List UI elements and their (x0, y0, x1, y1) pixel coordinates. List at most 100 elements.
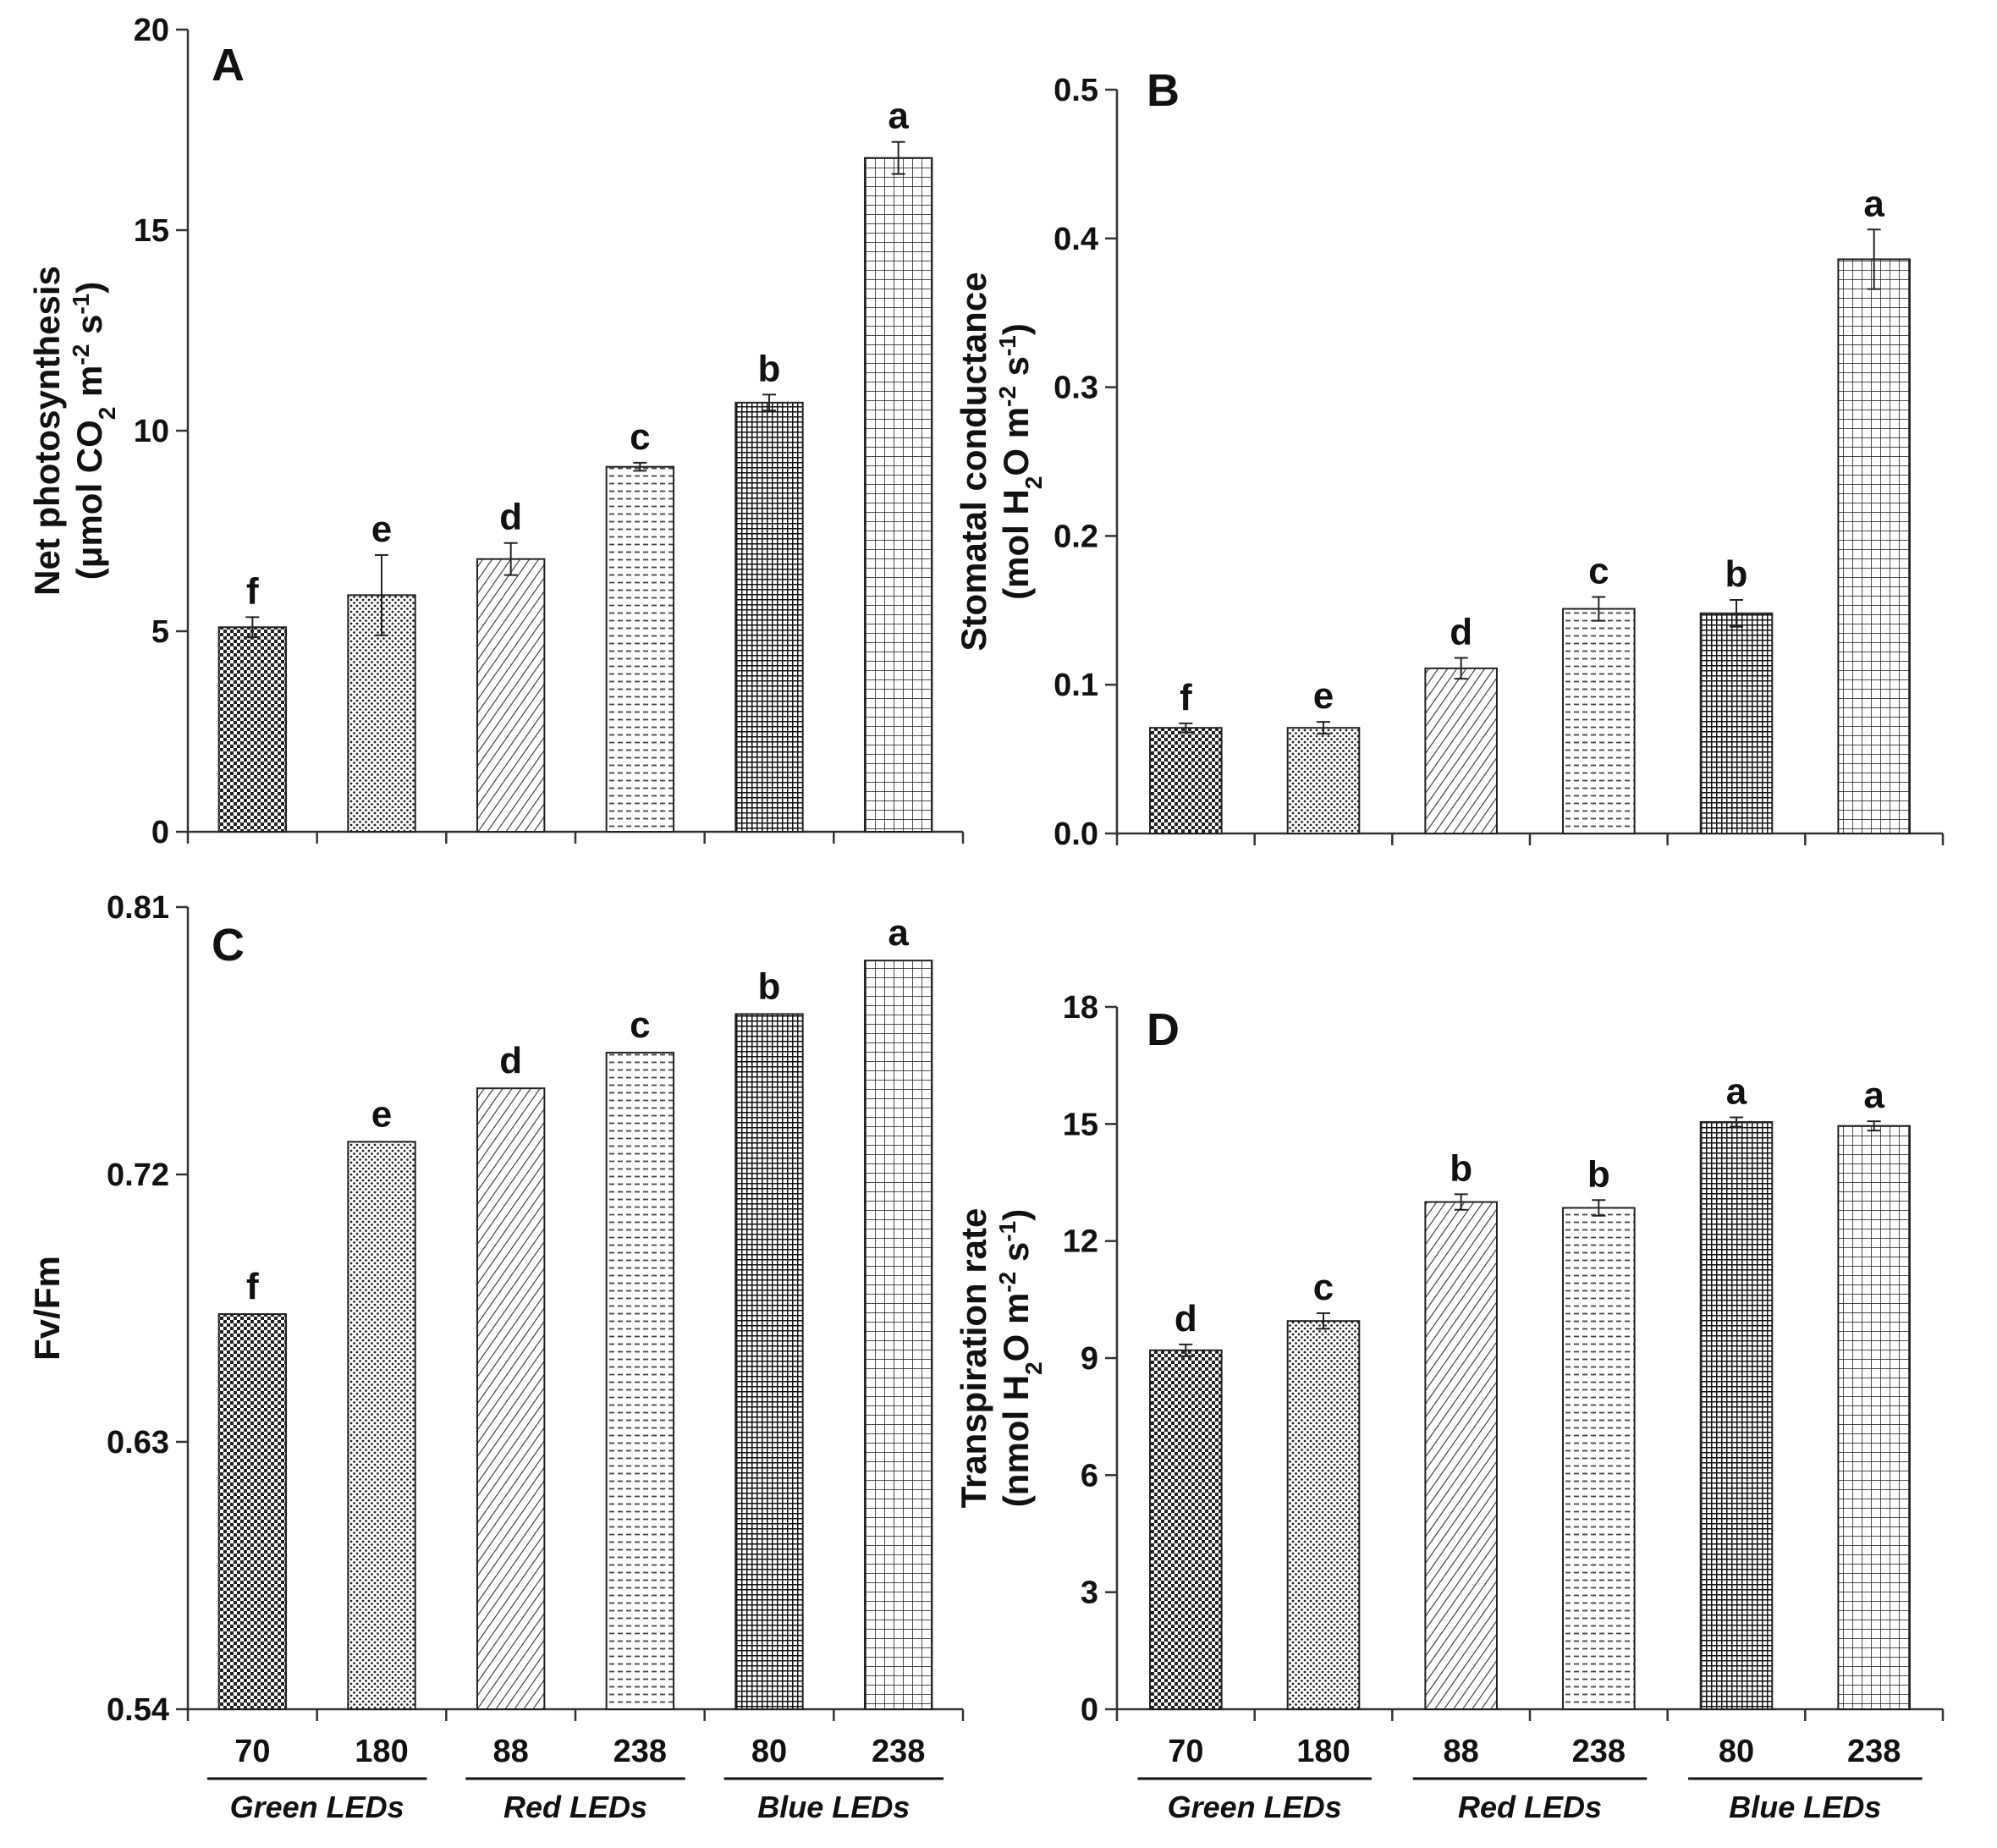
bar (1562, 1207, 1636, 1710)
y-tick-label: 0.63 (107, 1425, 169, 1460)
bar (1424, 1201, 1498, 1710)
bar (1562, 608, 1636, 834)
bar (1286, 727, 1361, 835)
significance-letter: d (1450, 612, 1472, 653)
group-label: Blue LEDs (757, 1790, 910, 1824)
x-tick-label: 238 (1572, 1734, 1626, 1769)
significance-letter: a (1726, 1070, 1747, 1112)
x-tick-label: 238 (613, 1734, 667, 1769)
x-tick-label: 238 (1847, 1734, 1901, 1769)
bar (605, 465, 675, 833)
y-tick-label: 3 (1081, 1576, 1098, 1611)
y-axis-label: Fv/Fm (27, 1256, 67, 1361)
y-tick-label: 0.0 (1054, 817, 1098, 852)
bar (476, 1087, 546, 1710)
x-tick-label: 80 (751, 1734, 787, 1769)
y-axis-label: Net photosynthesis(μmol CO2 m-2 s-1) (27, 266, 120, 596)
bar (863, 157, 933, 833)
x-tick-label: 88 (493, 1734, 529, 1769)
bar (347, 1141, 416, 1710)
significance-letter: c (1313, 1267, 1334, 1308)
y-tick-label: 20 (134, 13, 169, 48)
bar (217, 626, 288, 833)
y-tick-label: 18 (1063, 990, 1098, 1026)
significance-letter: d (499, 1040, 522, 1081)
significance-letter: b (758, 965, 781, 1007)
y-tick-label: 5 (151, 614, 169, 650)
bar (1424, 667, 1498, 834)
significance-letter: a (1863, 183, 1884, 224)
y-tick-label: 12 (1063, 1224, 1098, 1260)
significance-letter: e (1313, 675, 1334, 717)
significance-letter: d (1175, 1298, 1197, 1339)
significance-letter: f (246, 1266, 259, 1307)
significance-letter: b (1725, 553, 1748, 595)
significance-letter: e (371, 509, 392, 550)
y-tick-label: 10 (134, 414, 169, 449)
panel-c: 0.54 0.63 0.72 0.81 f 70 e 180 d 88 c 238 b 80 a 238 Gre… (27, 890, 965, 1824)
y-axis-label: Stomatal conductance(mol H2O m-2 s-1) (954, 272, 1047, 651)
bar (1149, 727, 1223, 835)
group-label: Red LEDs (1458, 1790, 1602, 1824)
bar (1837, 1125, 1911, 1710)
x-tick-label: 180 (1296, 1734, 1350, 1769)
x-tick-label: 238 (872, 1734, 925, 1769)
panel-d: 0 3 6 9 12 15 18 d 70 c 180 b 88 b 238 a 80 a 238 Green LED… (954, 990, 1945, 1824)
bar (1699, 1121, 1774, 1711)
y-tick-label: 15 (134, 213, 169, 249)
x-tick-label: 80 (1719, 1734, 1754, 1769)
significance-letter: a (1863, 1075, 1884, 1116)
significance-letter: b (1450, 1147, 1472, 1189)
x-tick-label: 70 (234, 1734, 270, 1769)
bar (217, 1313, 288, 1710)
significance-letter: d (499, 497, 522, 538)
significance-letter: a (888, 912, 909, 954)
significance-letter: b (758, 348, 781, 389)
y-axis-label: Transpiration rate(nmol H2O m-2 s-1) (954, 1208, 1047, 1509)
significance-letter: c (630, 1004, 650, 1046)
significance-letter: c (630, 416, 650, 458)
panel-b: 0.0 0.1 0.2 0.3 0.4 0.5 f e d c b a B Stomatal conduc… (954, 65, 1945, 852)
y-tick-label: 0 (151, 815, 169, 850)
y-tick-label: 6 (1081, 1458, 1098, 1493)
panel-letter: C (212, 920, 245, 971)
bar (605, 1052, 675, 1710)
y-tick-label: 9 (1081, 1341, 1098, 1377)
significance-letter: c (1588, 550, 1609, 591)
bar (476, 558, 546, 833)
y-tick-label: 0.4 (1054, 222, 1098, 257)
group-label: Red LEDs (503, 1790, 647, 1824)
panel-letter: A (212, 40, 245, 91)
significance-letter: e (371, 1093, 392, 1135)
panel-letter: D (1147, 1004, 1180, 1055)
y-tick-label: 0.54 (107, 1692, 169, 1728)
y-tick-label: 0 (1081, 1692, 1098, 1728)
significance-letter: f (1180, 677, 1192, 718)
significance-letter: b (1587, 1153, 1610, 1195)
y-tick-label: 15 (1063, 1107, 1098, 1142)
y-tick-label: 0.5 (1054, 73, 1098, 108)
bar (734, 1013, 804, 1710)
bar (1286, 1320, 1361, 1710)
panel-letter: B (1147, 65, 1180, 116)
bar (1699, 612, 1774, 834)
significance-letter: a (888, 96, 909, 137)
y-tick-label: 0.2 (1054, 519, 1098, 554)
bar (1149, 1349, 1223, 1711)
group-label: Green LEDs (1168, 1790, 1342, 1824)
y-tick-label: 0.81 (107, 890, 169, 926)
panel-a: 0 5 10 15 20 f e d c b a A Net photosynthesis(μmol C… (27, 13, 965, 850)
significance-letter: f (246, 570, 259, 612)
bar (863, 960, 933, 1710)
group-label: Blue LEDs (1729, 1790, 1881, 1824)
x-tick-label: 88 (1444, 1734, 1479, 1769)
x-tick-label: 180 (355, 1734, 408, 1769)
bar (734, 401, 804, 833)
y-tick-label: 0.3 (1054, 371, 1098, 406)
group-label: Green LEDs (230, 1790, 404, 1824)
y-tick-label: 0.1 (1054, 668, 1098, 703)
bar (1837, 258, 1911, 834)
x-tick-label: 70 (1168, 1734, 1203, 1769)
y-tick-label: 0.72 (107, 1158, 169, 1193)
